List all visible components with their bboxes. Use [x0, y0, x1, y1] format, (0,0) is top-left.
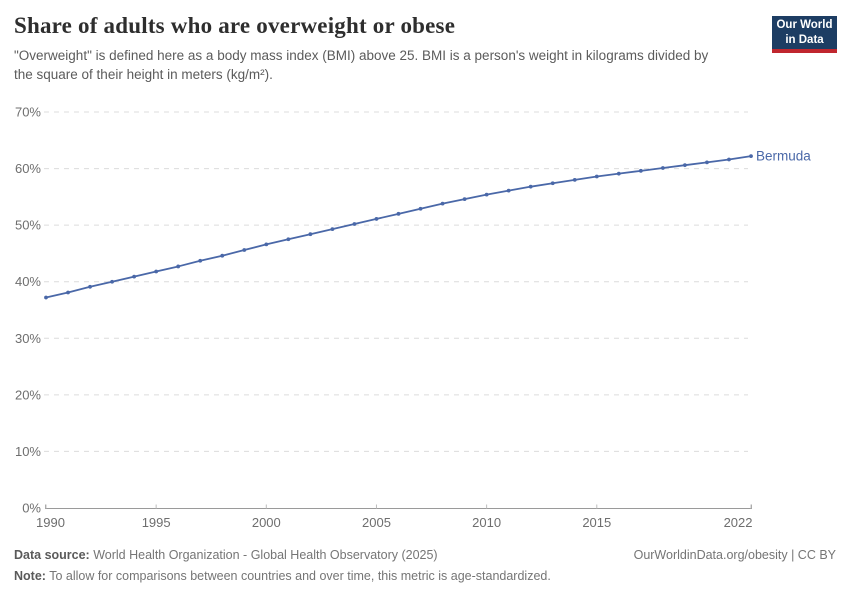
y-tick-label: 50%: [15, 218, 41, 233]
data-point[interactable]: [374, 217, 379, 221]
y-tick-label: 40%: [15, 274, 41, 289]
data-source-label: Data source:: [14, 548, 90, 562]
data-point[interactable]: [198, 258, 203, 263]
data-point[interactable]: [88, 284, 92, 289]
data-point[interactable]: [484, 192, 489, 197]
chart-footer: Data source: World Health Organization -…: [14, 548, 836, 583]
data-point[interactable]: [683, 163, 687, 168]
data-point[interactable]: [330, 227, 335, 232]
data-point[interactable]: [286, 237, 291, 242]
data-point[interactable]: [660, 166, 665, 170]
x-tick-label: 1995: [142, 515, 171, 530]
x-tick-label: 1990: [36, 515, 65, 530]
data-point[interactable]: [462, 197, 467, 202]
series-label-bermuda[interactable]: Bermuda: [756, 149, 811, 164]
y-tick-label: 70%: [15, 105, 41, 120]
data-source-value: World Health Organization - Global Healt…: [93, 548, 438, 562]
x-tick-label: 2000: [252, 515, 281, 530]
y-tick-label: 20%: [15, 387, 41, 402]
owid-logo-line1: Our World: [776, 18, 833, 31]
data-point[interactable]: [616, 171, 621, 176]
page-title: Share of adults who are overweight or ob…: [14, 13, 456, 38]
data-point[interactable]: [264, 242, 269, 247]
trend-line[interactable]: [45, 155, 752, 299]
x-tick-label: 2005: [362, 515, 391, 530]
data-point[interactable]: [352, 222, 357, 226]
data-point[interactable]: [440, 201, 445, 206]
data-point[interactable]: [749, 154, 753, 159]
owid-license-link[interactable]: OurWorldinData.org/obesity | CC BY: [633, 548, 836, 562]
owid-logo-line2: in Data: [785, 33, 824, 46]
data-point[interactable]: [506, 188, 511, 193]
data-point[interactable]: [550, 181, 555, 186]
data-point[interactable]: [705, 160, 709, 165]
data-point[interactable]: [132, 274, 137, 279]
data-point[interactable]: [220, 253, 225, 258]
data-point[interactable]: [242, 248, 247, 252]
y-tick-label: 10%: [15, 444, 41, 459]
data-point[interactable]: [154, 269, 159, 274]
note-value: To allow for comparisons between countri…: [49, 569, 551, 583]
data-point[interactable]: [572, 177, 577, 182]
y-tick-label: 60%: [15, 161, 41, 176]
x-tick-label: 2022: [724, 515, 753, 530]
data-point[interactable]: [44, 295, 48, 300]
data-point[interactable]: [528, 184, 533, 189]
data-point[interactable]: [110, 279, 114, 284]
owid-logo[interactable]: Our World in Data: [772, 16, 837, 53]
chart-header: Share of adults who are overweight or ob…: [14, 13, 744, 84]
chart-subtitle: "Overweight" is defined here as a body m…: [14, 48, 709, 83]
x-tick-label: 2010: [472, 515, 501, 530]
data-point[interactable]: [727, 157, 731, 162]
data-point[interactable]: [396, 211, 401, 216]
data-point[interactable]: [418, 206, 423, 211]
data-point[interactable]: [66, 290, 70, 295]
note-label: Note:: [14, 569, 46, 583]
data-point[interactable]: [176, 264, 181, 269]
data-point[interactable]: [308, 232, 313, 237]
data-point[interactable]: [594, 174, 599, 179]
y-tick-label: 0%: [22, 501, 41, 516]
data-source-line: Data source: World Health Organization -…: [14, 548, 438, 562]
data-point[interactable]: [638, 168, 643, 173]
x-tick-label: 2015: [582, 515, 611, 530]
y-tick-label: 30%: [15, 331, 41, 346]
